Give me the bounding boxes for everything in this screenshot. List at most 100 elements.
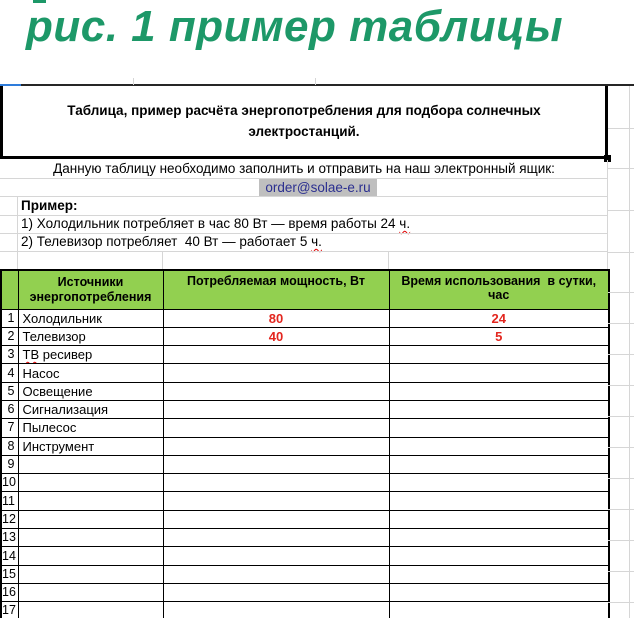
title-artifact-dash <box>33 0 46 3</box>
example-label: Пример: <box>21 198 78 213</box>
time-value-cell[interactable] <box>388 473 610 493</box>
gridline <box>0 196 608 197</box>
power-value-cell[interactable]: 80 <box>162 308 390 328</box>
row-number-cell: 1 <box>0 308 19 328</box>
table-row: 13 <box>0 528 610 548</box>
power-value-cell[interactable] <box>162 454 390 475</box>
power-value-cell[interactable]: 40 <box>162 326 390 347</box>
time-value-cell[interactable] <box>388 491 610 511</box>
source-name-cell[interactable]: Сигнализация <box>17 399 164 420</box>
source-name-cell[interactable]: Насос <box>17 363 164 383</box>
table-title-text: Таблица, пример расчёта энергопотреблени… <box>67 103 541 139</box>
gridline <box>608 292 634 293</box>
source-name-cell[interactable]: Освещение <box>17 381 164 401</box>
table-row: 11 <box>0 491 610 511</box>
gridline <box>608 416 634 417</box>
source-name-cell[interactable]: Инструмент <box>17 436 164 456</box>
time-value-cell[interactable] <box>388 418 610 438</box>
power-value-cell[interactable] <box>162 436 390 456</box>
email-link[interactable]: order@solae-e.ru <box>259 179 377 196</box>
table-row: 5 Освещение <box>0 381 610 401</box>
table-row: 3 ТВ ресивер <box>0 345 610 365</box>
power-value-cell[interactable] <box>162 491 390 511</box>
table-row: 15 <box>0 564 610 584</box>
table-row: 4 Насос <box>0 363 610 383</box>
power-value-cell[interactable] <box>162 546 390 566</box>
corner-header-cell <box>0 269 19 310</box>
gridline <box>133 78 134 85</box>
time-value-cell[interactable] <box>388 528 610 548</box>
time-value-cell[interactable] <box>388 399 610 420</box>
power-value-cell[interactable] <box>162 582 390 603</box>
row-number-cell: 11 <box>0 491 19 511</box>
source-name-cell[interactable] <box>17 509 164 530</box>
source-name-cell[interactable] <box>17 473 164 493</box>
row-number-cell: 13 <box>0 528 19 548</box>
misspelled-text: ч. <box>399 216 411 231</box>
power-value-cell[interactable] <box>162 564 390 584</box>
power-value-cell[interactable] <box>162 399 390 420</box>
time-value-cell[interactable] <box>388 345 610 365</box>
selection-fill-handle[interactable] <box>604 155 611 162</box>
source-name-cell[interactable] <box>17 582 164 603</box>
time-value-cell[interactable] <box>388 582 610 603</box>
source-name-cell[interactable] <box>17 491 164 511</box>
power-value-cell[interactable] <box>162 601 390 618</box>
time-value-cell[interactable]: 5 <box>388 326 610 347</box>
source-name-cell[interactable] <box>17 564 164 584</box>
source-name-cell[interactable] <box>17 601 164 618</box>
time-value-cell[interactable] <box>388 546 610 566</box>
table-row: 6 Сигнализация <box>0 399 610 420</box>
source-name-cell[interactable] <box>17 528 164 548</box>
power-value-cell[interactable] <box>162 381 390 401</box>
figure-caption: рис. 1 пример таблицы <box>26 2 564 51</box>
power-value-cell[interactable] <box>162 473 390 493</box>
gridline <box>608 128 634 129</box>
pane-divider-accent <box>0 84 21 86</box>
row-number-cell: 10 <box>0 473 19 493</box>
row-number-cell: 4 <box>0 363 19 383</box>
power-value-cell[interactable] <box>162 509 390 530</box>
email-row: order@solae-e.ru <box>14 179 622 197</box>
time-value-cell[interactable] <box>388 454 610 475</box>
table-row: 7 Пылесос <box>0 418 610 438</box>
source-name-cell[interactable] <box>17 546 164 566</box>
time-value-cell[interactable] <box>388 363 610 383</box>
source-name-cell[interactable]: Пылесос <box>17 418 164 438</box>
row-number-cell: 17 <box>0 601 19 618</box>
source-name-cell[interactable]: Холодильник <box>17 308 164 328</box>
time-value-cell[interactable]: 24 <box>388 308 610 328</box>
example-line-1: 1) Холодильник потребляет в час 80 Вт — … <box>21 216 410 231</box>
row-number-cell: 16 <box>0 582 19 603</box>
gridline <box>608 323 634 324</box>
gridline <box>608 571 634 572</box>
table-row: 16 <box>0 582 610 603</box>
time-value-cell[interactable] <box>388 601 610 618</box>
gridline <box>0 178 608 179</box>
row-number-cell: 9 <box>0 454 19 475</box>
example-line-1-text: 1) Холодильник потребляет в час 80 Вт — … <box>21 216 400 231</box>
time-value-cell[interactable] <box>388 564 610 584</box>
time-header-cell: Время использования в сутки, час <box>388 269 610 310</box>
source-name-cell[interactable]: ТВ ресивер <box>17 345 164 365</box>
table-row: 14 <box>0 546 610 566</box>
power-value-cell[interactable] <box>162 528 390 548</box>
power-value-cell[interactable] <box>162 345 390 365</box>
time-value-cell[interactable] <box>388 509 610 530</box>
gridline <box>388 251 389 269</box>
power-value-cell[interactable] <box>162 418 390 438</box>
consumption-table-header: Источники энергопотребления Потребляемая… <box>0 269 610 310</box>
time-value-cell[interactable] <box>388 436 610 456</box>
gridline <box>608 478 634 479</box>
source-name-cell[interactable]: Телевизор <box>17 326 164 347</box>
gridline <box>0 251 608 252</box>
source-name-cell[interactable] <box>17 454 164 475</box>
time-value-cell[interactable] <box>388 381 610 401</box>
row-number-cell: 7 <box>0 418 19 438</box>
pane-divider-line <box>0 84 634 86</box>
table-row: 10 <box>0 473 610 493</box>
row-number-cell: 6 <box>0 399 19 420</box>
row-number-cell: 12 <box>0 509 19 530</box>
power-value-cell[interactable] <box>162 363 390 383</box>
